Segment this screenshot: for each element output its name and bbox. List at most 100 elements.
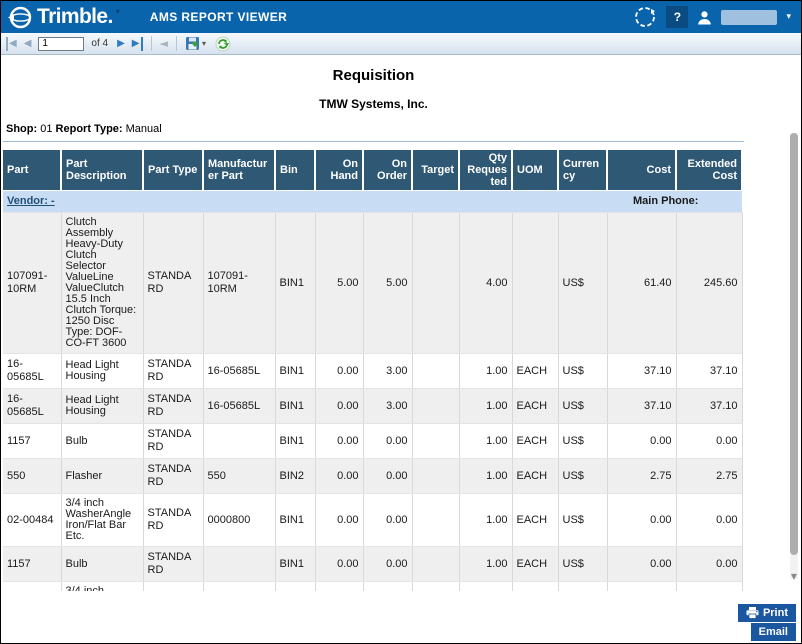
cell-on_order: 3.00 bbox=[363, 353, 413, 389]
trimble-globe-icon bbox=[8, 6, 32, 28]
cell-description: Bulb bbox=[61, 423, 144, 459]
table-row: 16-05685L Head Light Housing STANDARD 16-05… bbox=[3, 353, 743, 389]
cell-cost: 0.00 bbox=[607, 423, 677, 459]
cell-target bbox=[412, 546, 460, 582]
cell-uom: EACH bbox=[512, 388, 559, 424]
column-header-part_type: Part Type bbox=[143, 150, 204, 191]
refresh-button[interactable] bbox=[215, 36, 231, 52]
table-row: 16-05685L Head Light Housing STANDARD 16-05… bbox=[3, 388, 743, 424]
email-button[interactable]: Email bbox=[750, 623, 796, 641]
cell-qty_requested: 1.00 bbox=[459, 353, 513, 389]
cell-part: 02-00484 bbox=[3, 493, 62, 547]
report-type-value: Manual bbox=[125, 123, 162, 135]
cell-currency: US$ bbox=[558, 458, 608, 494]
cell-manufacturer_part: 107091-10RM bbox=[203, 212, 276, 354]
cell-manufacturer_part bbox=[203, 546, 276, 582]
vertical-scrollbar[interactable]: ▼ bbox=[790, 133, 798, 581]
prev-page-icon[interactable]: ◀ bbox=[23, 37, 32, 49]
save-export-icon bbox=[185, 36, 199, 50]
column-header-bin: Bin bbox=[275, 150, 316, 191]
cell-bin: BIN1 bbox=[275, 353, 316, 389]
report-actions: Print Email bbox=[737, 604, 796, 641]
header-actions: ? ▾ bbox=[633, 5, 791, 29]
user-menu-caret-icon[interactable]: ▾ bbox=[786, 12, 791, 22]
cell-bin: BIN1 bbox=[275, 546, 316, 582]
cell-on_hand: 0.00 bbox=[315, 458, 364, 494]
cell-extended_cost: 37.10 bbox=[676, 388, 743, 424]
report-type-label: Report Type: bbox=[55, 123, 123, 135]
print-button[interactable]: Print bbox=[737, 604, 796, 622]
vendor-link[interactable]: Vendor: - bbox=[7, 195, 55, 207]
cell-cost: 2.75 bbox=[607, 458, 677, 494]
cell-qty_requested: 1.00 bbox=[459, 546, 513, 582]
cell-target bbox=[412, 423, 460, 459]
cell-uom bbox=[512, 212, 559, 354]
cell-on_hand: 0.00 bbox=[315, 546, 364, 582]
export-caret-icon: ▾ bbox=[201, 39, 206, 48]
table-header-row: Part Part Description Part Type Manufacture… bbox=[3, 150, 743, 191]
last-page-icon[interactable]: ▶ bbox=[130, 36, 143, 51]
cell-part_type: STANDARD bbox=[143, 353, 204, 389]
cell-uom: EACH bbox=[512, 546, 559, 582]
cell-uom: EACH bbox=[512, 581, 559, 591]
cell-currency: US$ bbox=[558, 546, 608, 582]
cell-part_type: STANDARD bbox=[143, 546, 204, 582]
user-name-redacted bbox=[721, 9, 778, 25]
cell-part: 550 bbox=[3, 458, 62, 494]
export-button[interactable]: ▾ bbox=[185, 36, 206, 52]
cell-on_hand: 0.00 bbox=[315, 423, 364, 459]
help-button[interactable]: ? bbox=[666, 6, 689, 28]
cell-description: Bulb bbox=[61, 546, 144, 582]
cell-on_order: 3.00 bbox=[363, 388, 413, 424]
scrollbar-thumb[interactable] bbox=[790, 133, 798, 555]
column-header-extended_cost: Extended Cost bbox=[676, 150, 743, 191]
vendor-cell: Vendor: - bbox=[3, 190, 607, 213]
cell-manufacturer_part: 16-05685L bbox=[203, 353, 276, 389]
cell-target bbox=[412, 353, 460, 389]
cell-part_type: STANDARD bbox=[143, 212, 204, 354]
column-header-description: Part Description bbox=[61, 150, 144, 191]
cell-part: 1157 bbox=[3, 546, 62, 582]
cell-target bbox=[412, 388, 460, 424]
report-company: TMW Systems, Inc. bbox=[319, 97, 428, 111]
parent-report-icon[interactable]: ◄ bbox=[159, 37, 168, 50]
cell-description: Clutch Assembly Heavy-Duty Clutch Select… bbox=[61, 212, 144, 354]
cell-currency: US$ bbox=[558, 423, 608, 459]
scroll-down-icon[interactable]: ▼ bbox=[790, 572, 798, 581]
user-icon bbox=[698, 10, 712, 24]
brand-caret-icon[interactable]: ▾ bbox=[115, 6, 120, 16]
next-page-icon[interactable]: ▶ bbox=[117, 37, 125, 49]
trimble-logo: Trimble. ▾ bbox=[7, 4, 120, 31]
cell-cost: 0.00 bbox=[607, 546, 677, 582]
cell-on_order: 0.00 bbox=[363, 423, 413, 459]
first-page-icon[interactable]: ◀ bbox=[6, 36, 19, 51]
cell-part_type: STANDARD bbox=[143, 493, 204, 547]
sync-icon[interactable] bbox=[633, 5, 657, 29]
cell-extended_cost: 245.60 bbox=[676, 212, 743, 354]
cell-part_type: STANDARD bbox=[143, 458, 204, 494]
app-title: AMS REPORT VIEWER bbox=[149, 10, 288, 24]
cell-description: Head Light Housing bbox=[61, 388, 144, 424]
cell-bin: BIN2 bbox=[275, 458, 316, 494]
report-parameters: Shop: 01 Report Type: Manual bbox=[6, 123, 746, 135]
cell-part: 02-00484 bbox=[3, 581, 62, 591]
cell-on_order: 0.00 bbox=[363, 493, 413, 547]
cell-extended_cost: 0.00 bbox=[676, 546, 743, 582]
cell-part_type: STANDARD bbox=[143, 388, 204, 424]
cell-manufacturer_part bbox=[203, 423, 276, 459]
cell-qty_requested: 1.00 bbox=[459, 423, 513, 459]
cell-part: 16-05685L bbox=[3, 353, 62, 389]
cell-part: 107091-10RM bbox=[3, 212, 62, 354]
cell-on_order: 5.00 bbox=[363, 212, 413, 354]
cell-extended_cost: 0.00 bbox=[676, 493, 743, 547]
cell-description: 3/4 inch WasherAngle Iron/Flat Bar Etc. bbox=[61, 581, 144, 591]
brand-wordmark: Trimble. bbox=[37, 5, 113, 28]
page-number-input[interactable] bbox=[38, 36, 85, 51]
shop-label: Shop: bbox=[6, 123, 38, 135]
cell-manufacturer_part: 16-05685L bbox=[203, 388, 276, 424]
cell-on_order: 0.00 bbox=[363, 546, 413, 582]
column-header-target: Target bbox=[412, 150, 460, 191]
main-phone-label: Main Phone: bbox=[607, 190, 742, 213]
